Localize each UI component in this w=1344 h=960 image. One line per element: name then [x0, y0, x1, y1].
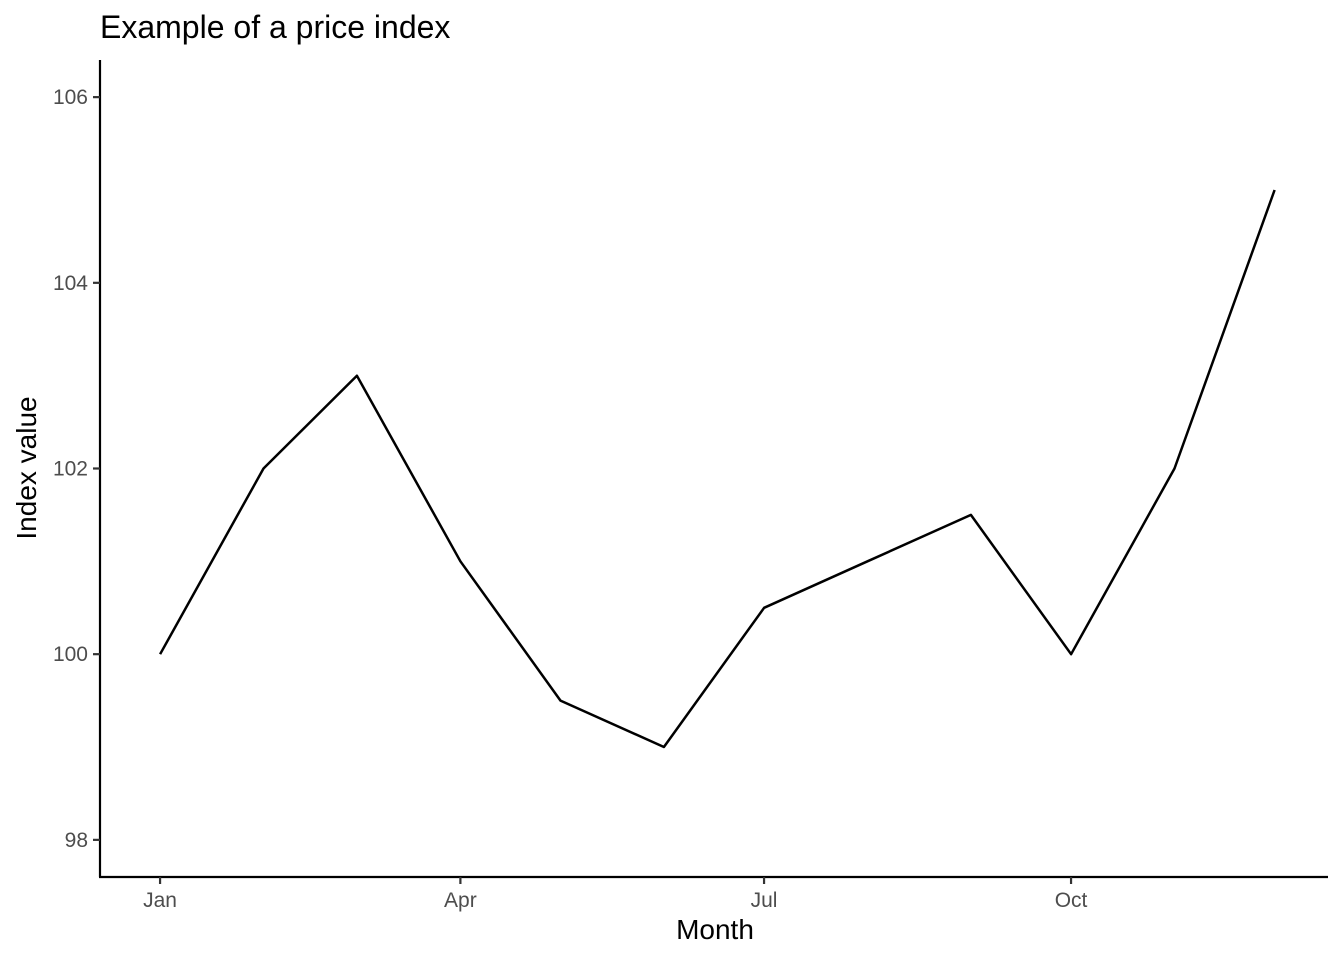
y-axis-ticks: 98 100 102 104 106 — [53, 86, 100, 852]
y-tick-label: 106 — [53, 86, 88, 109]
y-tick-label: 102 — [53, 458, 88, 481]
x-tick-label: Jul — [751, 889, 778, 912]
y-tick-label: 100 — [53, 643, 88, 666]
x-axis-ticks: Jan Apr Jul Oct — [143, 877, 1088, 912]
y-axis-label: Index value — [11, 396, 42, 539]
y-tick-label: 98 — [65, 829, 88, 852]
y-tick-label: 104 — [53, 272, 88, 295]
x-tick-label: Oct — [1055, 889, 1088, 912]
x-tick-label: Jan — [143, 889, 177, 912]
x-axis-label: Month — [676, 914, 754, 945]
x-tick-label: Apr — [444, 889, 477, 912]
plot-area — [159, 189, 1276, 749]
chart-title: Example of a price index — [100, 9, 450, 45]
series-line — [159, 189, 1276, 749]
